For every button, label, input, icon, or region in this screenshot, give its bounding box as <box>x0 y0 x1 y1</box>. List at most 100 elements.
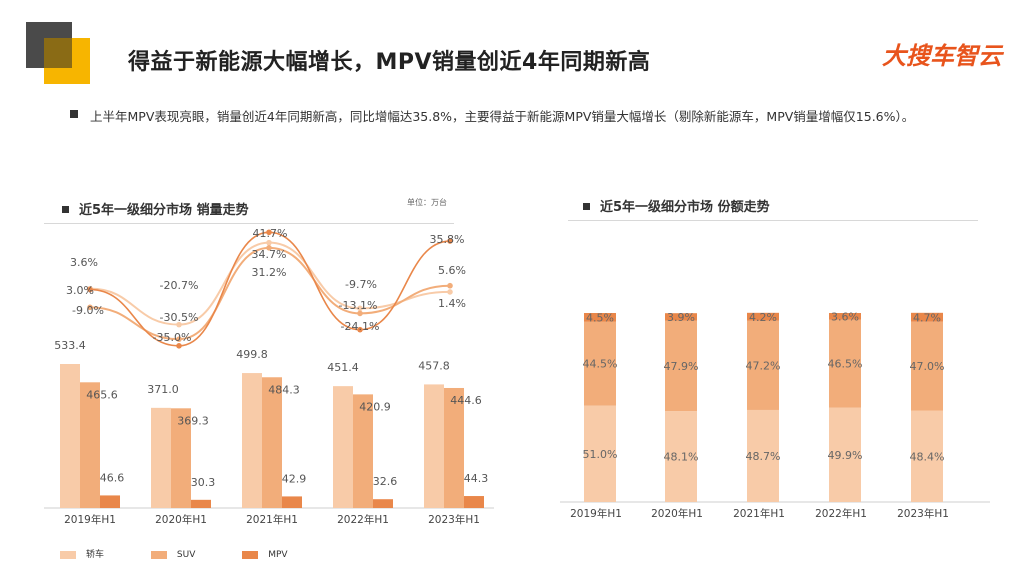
left-title-square-icon <box>62 206 69 213</box>
bullet-square-icon <box>70 110 78 118</box>
summary-text: 上半年MPV表现亮眼，销量创近4年同期新高，同比增幅达35.8%，主要得益于新能… <box>90 109 915 124</box>
sales-label-mpv-2: 42.9 <box>282 472 307 485</box>
legend-label-sedan: 轿车 <box>86 550 105 560</box>
share-bar-sedan-2 <box>747 409 779 502</box>
sales-label-mpv-0: 46.6 <box>100 471 125 484</box>
sales-label-sedan-2: 499.8 <box>236 348 268 361</box>
legend-item-sedan: 轿车 <box>60 547 104 560</box>
share-label-mpv-4: 4.7% <box>913 311 941 324</box>
share-bar-mpv-4 <box>911 312 943 322</box>
growth-label-sedan-3: -9.7% <box>345 278 377 291</box>
growth-point-mpv-4 <box>447 238 453 244</box>
share-bar-suv-0 <box>584 321 616 406</box>
sales-label-sedan-3: 451.4 <box>327 361 359 374</box>
share-xtick-0: 2019年H1 <box>570 507 622 520</box>
growth-point-mpv-2 <box>266 229 272 236</box>
share-label-sedan-3: 49.9% <box>828 449 863 462</box>
sales-bar-sedan-4 <box>424 384 444 508</box>
growth-label-mpv-3: -24.1% <box>341 320 380 333</box>
left-chart-title-row: 近5年一级细分市场 销量走势 <box>62 199 249 218</box>
growth-point-sedan-4 <box>447 289 453 295</box>
share-bar-mpv-3 <box>829 313 861 320</box>
sales-label-mpv-4: 44.3 <box>464 472 489 485</box>
share-bar-suv-1 <box>665 320 697 412</box>
growth-label-suv-1: -30.5% <box>160 311 199 324</box>
sales-bar-suv-3 <box>353 394 373 508</box>
legend-swatch-sedan <box>60 550 76 559</box>
growth-label-sedan-0: 3.6% <box>70 256 98 269</box>
legend-swatch-suv <box>150 550 167 559</box>
share-label-suv-3: 46.5% <box>828 358 863 371</box>
growth-point-suv-3 <box>357 310 363 317</box>
right-chart-title-row: 近5年一级细分市场 份额走势 <box>583 196 770 215</box>
legend-item-mpv: MPV <box>242 550 288 560</box>
share-label-mpv-3: 3.6% <box>831 310 859 323</box>
growth-point-mpv-1 <box>176 343 182 349</box>
share-bar-sedan-3 <box>829 407 861 502</box>
growth-label-suv-2: 31.2% <box>252 266 287 279</box>
sales-label-suv-1: 369.3 <box>177 414 209 427</box>
right-chart-rule <box>568 220 978 221</box>
growth-line-mpv <box>89 231 451 347</box>
growth-point-suv-4 <box>447 282 453 289</box>
sales-bar-mpv-3 <box>373 499 393 508</box>
growth-label-suv-0: -9.0% <box>72 304 104 317</box>
growth-point-suv-1 <box>176 336 182 342</box>
chart-legend: 轿车 SUV MPV <box>60 547 332 560</box>
share-label-mpv-0: 4.5% <box>586 311 614 324</box>
legend-label-mpv: MPV <box>268 550 288 560</box>
left-chart-unit: 单位：万台 <box>407 198 447 207</box>
sales-bar-suv-0 <box>80 382 100 508</box>
growth-point-sedan-0 <box>87 285 93 292</box>
sales-bar-sedan-2 <box>242 373 262 508</box>
share-bar-mpv-1 <box>665 313 697 321</box>
growth-point-suv-2 <box>266 245 272 251</box>
sales-bar-mpv-1 <box>191 499 211 508</box>
share-bar-sedan-0 <box>584 405 616 502</box>
sales-bar-suv-4 <box>444 387 464 508</box>
right-title-square-icon <box>583 203 590 210</box>
share-label-mpv-1: 3.9% <box>667 311 695 324</box>
growth-point-mpv-0 <box>87 286 93 293</box>
sales-bar-sedan-0 <box>60 364 80 508</box>
sales-bar-suv-1 <box>171 408 191 508</box>
share-label-suv-4: 47.0% <box>910 360 945 373</box>
sales-label-mpv-3: 32.6 <box>373 475 398 488</box>
sales-xtick-1: 2020年H1 <box>155 513 207 526</box>
share-xtick-4: 2023年H1 <box>897 507 949 520</box>
growth-point-sedan-3 <box>357 305 363 312</box>
sales-label-mpv-1: 30.3 <box>191 476 216 489</box>
sales-label-sedan-4: 457.8 <box>418 359 450 372</box>
sales-bar-sedan-3 <box>333 386 353 508</box>
growth-label-sedan-1: -20.7% <box>160 279 199 292</box>
share-label-sedan-1: 48.1% <box>664 451 699 464</box>
growth-label-suv-3: -13.1% <box>339 299 378 312</box>
sales-bar-sedan-1 <box>151 407 171 508</box>
growth-label-mpv-2: 41.7% <box>253 227 288 240</box>
legend-item-suv: SUV <box>150 550 195 560</box>
share-label-suv-0: 44.5% <box>583 358 618 371</box>
sales-label-suv-3: 420.9 <box>359 400 391 413</box>
share-bar-sedan-1 <box>665 411 697 502</box>
share-xtick-2: 2021年H1 <box>733 507 785 520</box>
sales-bar-mpv-4 <box>464 496 484 508</box>
sales-label-suv-4: 444.6 <box>450 394 482 407</box>
share-bar-suv-4 <box>911 321 943 411</box>
share-bar-mpv-0 <box>584 313 616 322</box>
sales-label-suv-0: 465.6 <box>86 388 118 401</box>
growth-line-sedan <box>89 241 451 326</box>
sales-bar-mpv-2 <box>282 496 302 508</box>
sales-xtick-3: 2022年H1 <box>337 513 389 526</box>
share-bar-sedan-4 <box>911 410 943 502</box>
growth-label-sedan-2: 34.7% <box>252 248 287 261</box>
sales-xtick-0: 2019年H1 <box>64 513 116 526</box>
legend-swatch-mpv <box>242 550 259 559</box>
share-label-sedan-2: 48.7% <box>746 450 781 463</box>
growth-label-sedan-4: 1.4% <box>438 297 466 310</box>
growth-point-suv-0 <box>87 304 93 311</box>
decor-square-overlap <box>44 38 72 68</box>
share-label-sedan-4: 48.4% <box>910 450 945 463</box>
share-label-suv-2: 47.2% <box>746 359 781 372</box>
